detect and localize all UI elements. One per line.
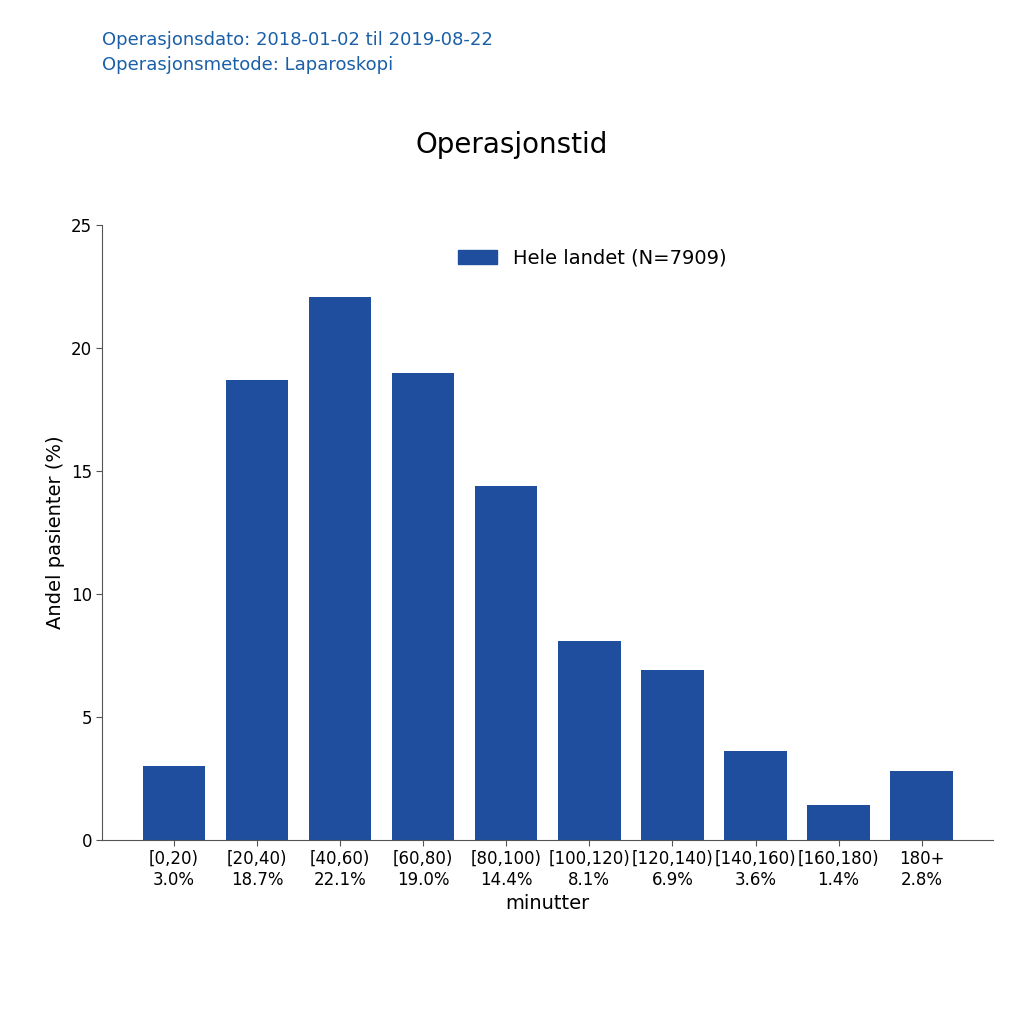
- Text: Operasjonsmetode: Laparoskopi: Operasjonsmetode: Laparoskopi: [102, 56, 393, 75]
- Bar: [475, 485, 538, 840]
- Bar: [143, 766, 205, 840]
- Bar: [807, 805, 869, 840]
- Y-axis label: Andel pasienter (%): Andel pasienter (%): [46, 435, 66, 630]
- Bar: [558, 641, 621, 840]
- Bar: [226, 380, 289, 840]
- Bar: [891, 771, 952, 840]
- Text: Operasjonstid: Operasjonstid: [416, 131, 608, 159]
- X-axis label: minutter: minutter: [506, 894, 590, 913]
- Bar: [641, 670, 703, 840]
- Bar: [392, 373, 455, 840]
- Text: Operasjonsdato: 2018-01-02 til 2019-08-22: Operasjonsdato: 2018-01-02 til 2019-08-2…: [102, 31, 494, 49]
- Bar: [309, 297, 372, 840]
- Bar: [724, 752, 786, 840]
- Legend: Hele landet (N=7909): Hele landet (N=7909): [451, 241, 734, 275]
